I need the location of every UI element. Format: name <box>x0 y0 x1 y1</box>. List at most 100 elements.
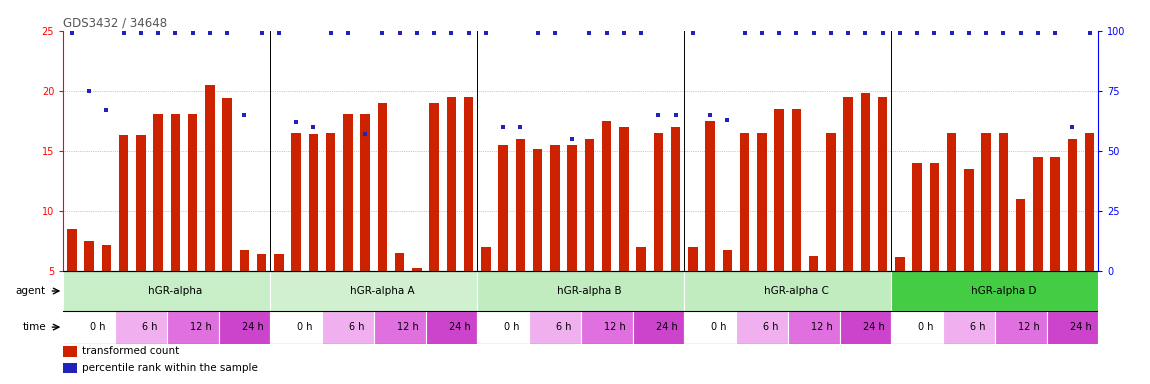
Bar <box>63 311 115 344</box>
Text: hGR-alpha B: hGR-alpha B <box>557 286 622 296</box>
Bar <box>426 311 477 344</box>
Bar <box>118 136 129 271</box>
Bar <box>636 247 646 271</box>
Bar <box>239 250 250 271</box>
Bar <box>619 127 629 271</box>
Bar <box>115 311 167 344</box>
Bar <box>481 247 491 271</box>
Bar <box>998 133 1009 271</box>
Bar <box>63 346 77 357</box>
Bar <box>964 169 974 271</box>
Bar <box>167 311 218 344</box>
Bar <box>774 109 784 271</box>
Text: 24 h: 24 h <box>450 322 470 332</box>
Bar <box>808 256 819 271</box>
Bar <box>788 311 840 344</box>
Bar <box>291 133 301 271</box>
Bar <box>581 311 632 344</box>
Bar <box>757 133 767 271</box>
Bar <box>360 114 370 271</box>
Bar <box>946 133 957 271</box>
Bar <box>529 311 581 344</box>
Bar <box>515 139 526 271</box>
Text: 12 h: 12 h <box>398 322 419 332</box>
Bar <box>63 271 270 311</box>
Bar <box>270 271 477 311</box>
Text: 0 h: 0 h <box>918 322 934 332</box>
Bar <box>670 127 681 271</box>
Text: 24 h: 24 h <box>1071 322 1091 332</box>
Bar <box>601 121 612 271</box>
Bar <box>429 103 439 271</box>
Text: agent: agent <box>16 286 46 296</box>
Bar <box>895 257 905 271</box>
Bar <box>412 268 422 271</box>
Bar <box>446 97 457 271</box>
Bar <box>736 311 788 344</box>
Bar <box>274 255 284 271</box>
Bar <box>270 311 322 344</box>
Text: percentile rank within the sample: percentile rank within the sample <box>82 363 258 373</box>
Bar <box>684 311 736 344</box>
Text: transformed count: transformed count <box>82 346 179 356</box>
Bar <box>567 145 577 271</box>
Bar <box>187 114 198 271</box>
Text: 6 h: 6 h <box>348 322 365 332</box>
Bar <box>840 311 891 344</box>
Bar <box>136 136 146 271</box>
Text: GDS3432 / 34648: GDS3432 / 34648 <box>63 17 168 30</box>
Text: 12 h: 12 h <box>605 322 626 332</box>
Text: 12 h: 12 h <box>1019 322 1040 332</box>
Bar <box>498 145 508 271</box>
Bar <box>153 114 163 271</box>
Bar <box>322 311 374 344</box>
Bar <box>374 311 426 344</box>
Bar <box>343 114 353 271</box>
Bar <box>1084 133 1095 271</box>
Bar <box>170 114 181 271</box>
Bar <box>688 247 698 271</box>
Text: 24 h: 24 h <box>864 322 884 332</box>
Bar <box>632 311 684 344</box>
Text: 0 h: 0 h <box>90 322 106 332</box>
Bar <box>912 163 922 271</box>
Text: time: time <box>22 322 46 332</box>
Bar <box>205 85 215 271</box>
Text: 0 h: 0 h <box>711 322 727 332</box>
Text: 6 h: 6 h <box>969 322 986 332</box>
Bar <box>826 133 836 271</box>
Bar <box>981 133 991 271</box>
Bar <box>1033 157 1043 271</box>
Text: 12 h: 12 h <box>191 322 212 332</box>
Text: 0 h: 0 h <box>297 322 313 332</box>
Bar <box>308 134 319 271</box>
Text: 6 h: 6 h <box>555 322 572 332</box>
Bar <box>84 241 94 271</box>
Bar <box>256 255 267 271</box>
Bar <box>860 93 871 271</box>
Bar <box>943 311 995 344</box>
Bar <box>477 271 684 311</box>
Bar <box>584 139 595 271</box>
Text: 6 h: 6 h <box>141 322 158 332</box>
Bar <box>63 362 77 373</box>
Bar <box>843 97 853 271</box>
Text: hGR-alpha C: hGR-alpha C <box>764 286 829 296</box>
Bar <box>1050 157 1060 271</box>
Bar <box>653 133 664 271</box>
Bar <box>705 121 715 271</box>
Bar <box>722 250 733 271</box>
Text: hGR-alpha A: hGR-alpha A <box>350 286 415 296</box>
Text: hGR-alpha: hGR-alpha <box>148 286 202 296</box>
Bar <box>377 103 388 271</box>
Bar <box>394 253 405 271</box>
Bar <box>791 109 802 271</box>
Text: 0 h: 0 h <box>504 322 520 332</box>
Bar <box>877 97 888 271</box>
Text: 12 h: 12 h <box>812 322 833 332</box>
Bar <box>1015 199 1026 271</box>
Bar <box>222 98 232 271</box>
Bar <box>891 271 1098 311</box>
Bar <box>995 311 1046 344</box>
Bar <box>477 311 529 344</box>
